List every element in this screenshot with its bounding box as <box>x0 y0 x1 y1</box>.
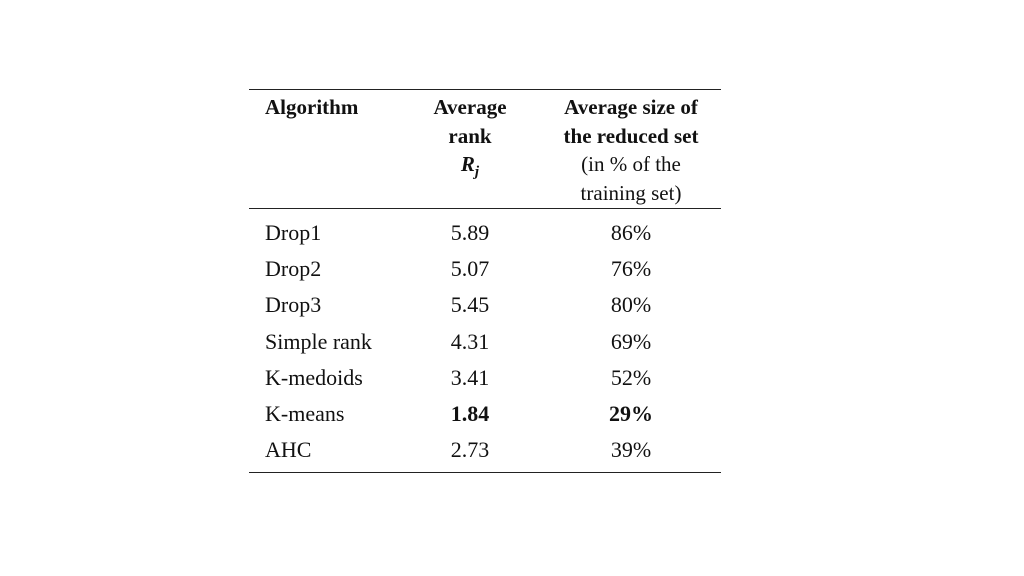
rank-cell: 4.31 <box>450 328 490 354</box>
size-cell: 39% <box>610 437 652 463</box>
algorithm-cell: K-means <box>265 401 345 427</box>
header-average-rank: Average rank Rj <box>399 90 541 208</box>
table-row: Drop2 5.07 76% <box>249 251 721 287</box>
table-row: Simple rank 4.31 69% <box>249 324 721 360</box>
table-row: K-means 1.84 29% <box>249 396 721 432</box>
table-row: Drop3 5.45 80% <box>249 287 721 323</box>
table-row: Drop1 5.89 86% <box>249 215 721 251</box>
table-header: Algorithm Average rank Rj Average size o… <box>249 90 721 209</box>
algorithm-cell: Simple rank <box>265 328 372 354</box>
algorithm-cell: AHC <box>265 437 312 463</box>
algorithm-cell: Drop1 <box>265 220 322 246</box>
top-rule <box>249 89 721 90</box>
size-cell: 86% <box>610 220 652 246</box>
results-table: Algorithm Average rank Rj Average size o… <box>249 89 721 474</box>
header-algorithm: Algorithm <box>265 95 359 119</box>
table-row: AHC 2.73 39% <box>249 432 721 468</box>
size-cell: 29% <box>609 401 653 427</box>
header-average-size: Average size of the reduced set (in % of… <box>563 95 699 205</box>
rank-cell: 5.45 <box>450 292 490 318</box>
rank-cell: 5.07 <box>450 256 490 282</box>
bottom-rule <box>249 472 721 474</box>
size-cell: 52% <box>610 364 652 390</box>
algorithm-cell: Drop3 <box>265 292 322 318</box>
size-cell: 80% <box>610 292 652 318</box>
size-cell: 76% <box>610 256 652 282</box>
rank-cell: 2.73 <box>450 437 490 463</box>
rank-cell: 5.89 <box>450 220 490 246</box>
size-cell: 69% <box>610 328 652 354</box>
rank-cell: 3.41 <box>450 364 490 390</box>
rank-symbol: Rj <box>460 152 480 181</box>
rank-cell: 1.84 <box>450 401 490 427</box>
table-row: K-medoids 3.41 52% <box>249 360 721 396</box>
table-body: Drop1 5.89 86% Drop2 5.07 76% Drop3 5.45 80% Simp… <box>249 209 721 472</box>
algorithm-cell: Drop2 <box>265 256 322 282</box>
algorithm-cell: K-medoids <box>265 364 363 390</box>
